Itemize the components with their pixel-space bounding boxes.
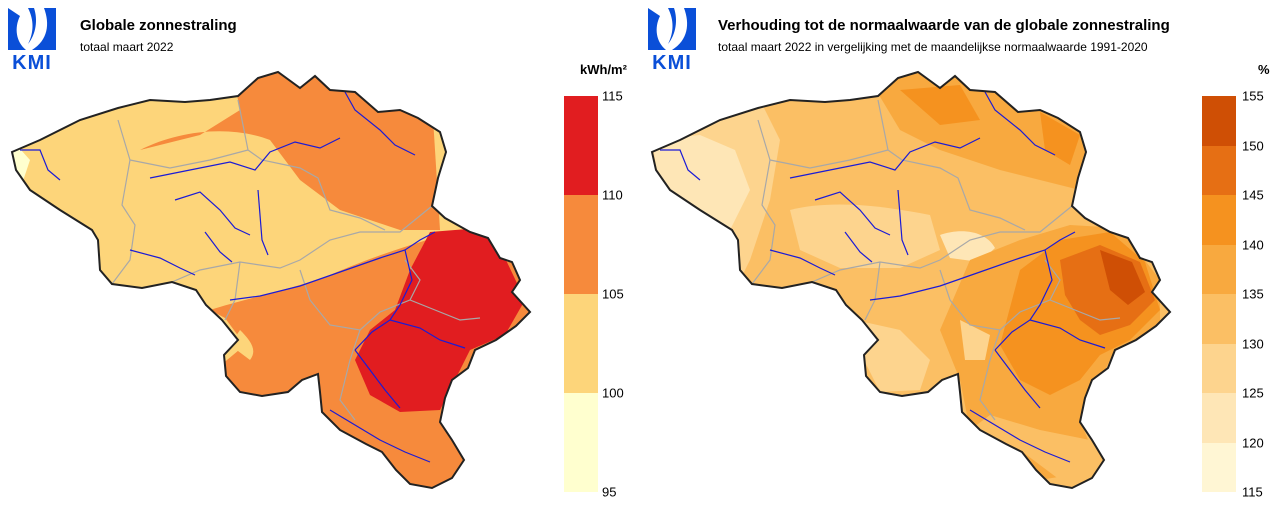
ratio-normal-panel: KMI Verhouding tot de normaalwaarde van … bbox=[640, 0, 1280, 507]
legend-bin bbox=[564, 195, 598, 294]
legend-unit: % bbox=[1258, 62, 1270, 77]
legend-tick-label: 130 bbox=[1242, 336, 1264, 351]
rivers bbox=[20, 91, 466, 463]
legend-tick-label: 115 bbox=[1242, 484, 1263, 500]
legend-bin bbox=[1202, 96, 1236, 146]
legend-tick-label: 140 bbox=[1242, 237, 1264, 252]
kmi-logo-icon bbox=[648, 8, 696, 50]
legend-bin bbox=[1202, 393, 1236, 443]
logo-text: KMI bbox=[12, 52, 52, 74]
zone-105-110-north bbox=[140, 72, 440, 230]
map-subtitle: totaal maart 2022 in vergelijking met de… bbox=[718, 40, 1148, 54]
legend-bin bbox=[1202, 343, 1236, 393]
legend-tick-label: 110 bbox=[602, 187, 623, 203]
legend-tick-label: 115 bbox=[602, 88, 623, 104]
legend-tick-label: 135 bbox=[1242, 286, 1264, 302]
legend-bin bbox=[564, 294, 598, 393]
solar-radiation-panel: KMI Globale zonnestraling totaal maart 2… bbox=[6, 6, 627, 500]
legend-tick-label: 145 bbox=[1242, 187, 1264, 203]
legend-tick-label: 95 bbox=[602, 484, 617, 500]
belgium-solar-map bbox=[10, 70, 532, 490]
map-title: Globale zonnestraling bbox=[80, 17, 237, 34]
legend-tick-label: 150 bbox=[1242, 138, 1264, 153]
country-border bbox=[650, 70, 1172, 490]
kmi-logo: KMI bbox=[6, 6, 58, 74]
legend-bin bbox=[1202, 294, 1236, 344]
country-border bbox=[10, 70, 532, 490]
rivers bbox=[660, 91, 1106, 463]
legend-tick-label: 100 bbox=[602, 385, 624, 401]
legend-bin bbox=[1202, 195, 1236, 245]
province-borders bbox=[111, 99, 481, 421]
zone-150-155 bbox=[1100, 250, 1145, 305]
legend-tick-label: 155 bbox=[1242, 88, 1264, 104]
legend-tick-label: 120 bbox=[1242, 435, 1264, 450]
legend-colorbar bbox=[1202, 96, 1236, 492]
legend-bin bbox=[1202, 442, 1236, 492]
zone-110-115 bbox=[355, 228, 525, 412]
kmi-logo: KMI bbox=[646, 6, 698, 74]
legend-tick-label: 125 bbox=[1242, 385, 1264, 401]
belgium-ratio-map bbox=[650, 70, 1172, 490]
logo-text: KMI bbox=[652, 52, 692, 74]
legend-bin bbox=[1202, 145, 1236, 195]
legend-unit: kWh/m² bbox=[580, 62, 627, 77]
province-borders bbox=[751, 99, 1121, 421]
legend-colorbar bbox=[564, 96, 598, 492]
legend-bin bbox=[1202, 244, 1236, 294]
map-subtitle: totaal maart 2022 bbox=[80, 40, 174, 54]
legend-tick-label: 105 bbox=[602, 286, 624, 302]
map-title: Verhouding tot de normaalwaarde van de g… bbox=[718, 17, 1170, 34]
legend-bin bbox=[564, 96, 598, 195]
kmi-logo-icon bbox=[8, 8, 56, 50]
legend-bin bbox=[564, 393, 598, 492]
